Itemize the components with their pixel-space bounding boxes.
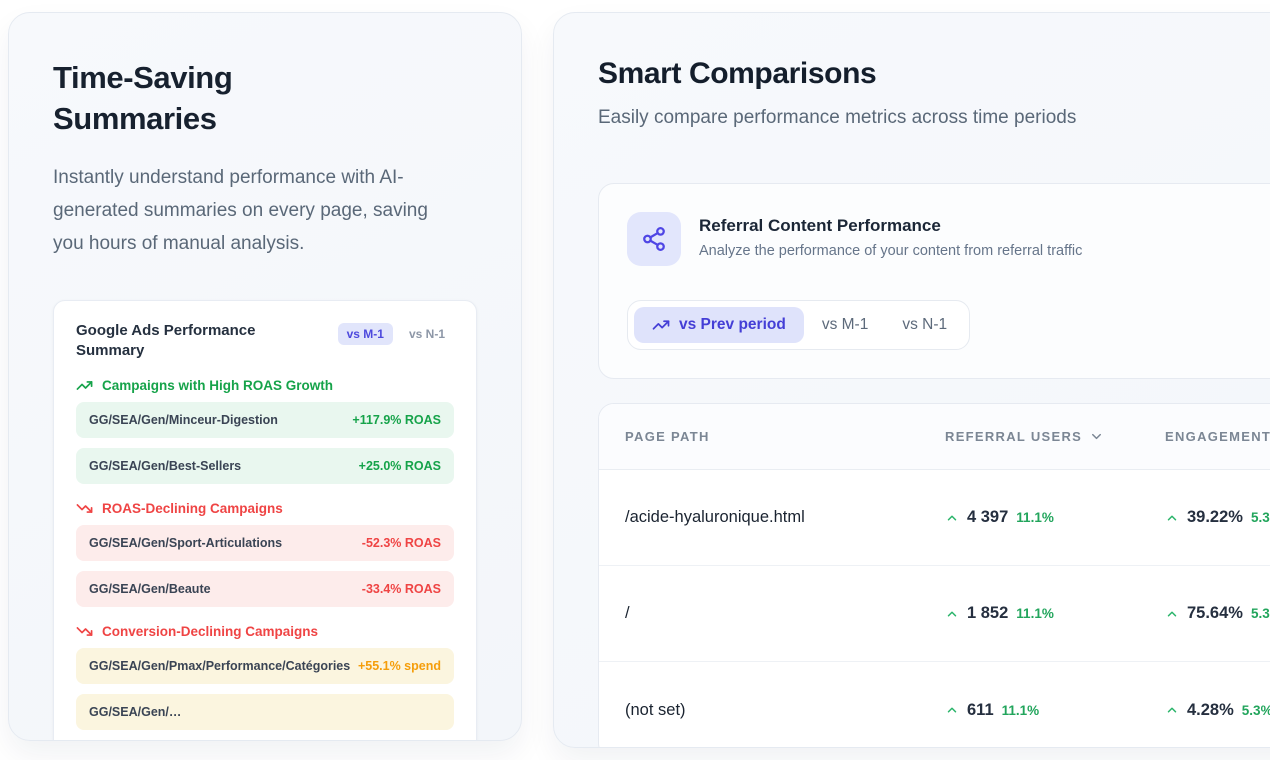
- campaign-metric: +25.0% ROAS: [358, 459, 441, 473]
- trending-up-icon: [76, 381, 93, 390]
- trending-down-icon: [76, 627, 93, 636]
- table-header-row: PAGE PATH REFERRAL USERS ENGAGEMENT: [599, 404, 1270, 470]
- campaign-name: GG/SEA/Gen/Best-Sellers: [89, 459, 242, 473]
- campaign-row: GG/SEA/Gen/Beaute -33.4% ROAS: [76, 571, 454, 607]
- trend-up-caret-icon: [947, 707, 957, 713]
- campaign-name: GG/SEA/Gen/Minceur-Digestion: [89, 413, 278, 427]
- table-row: /acide-hyaluronique.html 4 397 11.1% 39.…: [599, 470, 1270, 566]
- page-path-cell: (not set): [625, 700, 686, 719]
- feature-title-line1: Time-Saving: [53, 60, 233, 95]
- panel-header: Referral Content Performance Analyze the…: [627, 212, 1270, 266]
- feature-title: Time-Saving Summaries: [53, 57, 477, 139]
- feature-title: Smart Comparisons: [598, 57, 877, 90]
- section-header-roas-declining: ROAS-Declining Campaigns: [76, 500, 454, 517]
- widget-header: Google Ads Performance Summary vs M-1 vs…: [76, 321, 454, 361]
- metric-delta: 5.3%: [1250, 606, 1270, 621]
- campaign-metric: +55.1% spend: [357, 659, 441, 673]
- column-header-page-path: PAGE PATH: [625, 429, 710, 444]
- campaign-metric: -33.4% ROAS: [361, 582, 441, 596]
- campaign-name: GG/SEA/Gen/Pmax/Performance/Catégories: [89, 659, 351, 673]
- campaign-metric: -52.3% ROAS: [361, 536, 441, 550]
- metric-delta: 11.1%: [1001, 702, 1040, 718]
- referral-users-cell: 1 852 11.1%: [945, 604, 1165, 623]
- campaign-row: GG/SEA/Gen/Minceur-Digestion +117.9% ROA…: [76, 402, 454, 438]
- table-row: / 1 852 11.1% 75.64% 5.3%: [599, 566, 1270, 662]
- tab-vs-m-1[interactable]: vs M-1: [806, 307, 885, 343]
- metric-delta: 5.3%: [1241, 702, 1270, 718]
- campaign-name: GG/SEA/Gen/Beaute: [89, 582, 211, 596]
- panel-subtitle: Analyze the performance of your content …: [699, 243, 1083, 259]
- metric-value: 75.64%: [1187, 604, 1243, 622]
- feature-title-line2: Summaries: [53, 101, 217, 136]
- column-header-engagement: ENGAGEMENT: [1165, 429, 1270, 444]
- trend-up-caret-icon: [947, 514, 957, 521]
- engagement-cell: 39.22% 5.3%: [1165, 508, 1270, 527]
- section-title: Conversion-Declining Campaigns: [102, 624, 319, 639]
- table-row: (not set) 611 11.1% 4.28% 5.3%: [599, 662, 1270, 747]
- feature-card-smart-comparisons: Smart Comparisons Easily compare perform…: [553, 12, 1270, 748]
- trending-up-icon: [652, 320, 670, 330]
- icon-box: [627, 212, 681, 266]
- metric-delta: 5.3%: [1250, 510, 1270, 525]
- page-path-cell: /acide-hyaluronique.html: [625, 508, 805, 526]
- campaign-row: GG/SEA/Gen/Pmax/Performance/Catégories +…: [76, 648, 454, 684]
- campaign-metric: +117.9% ROAS: [352, 413, 441, 427]
- campaign-row-partially-clipped: GG/SEA/Gen/…: [76, 694, 454, 730]
- panel-titles: Referral Content Performance Analyze the…: [699, 212, 1082, 266]
- column-header-label: REFERRAL USERS: [945, 429, 1083, 444]
- trending-down-icon: [76, 504, 93, 513]
- metric-value: 1 852: [967, 604, 1009, 622]
- trend-up-caret-icon: [1167, 707, 1177, 713]
- metric-value: 611: [967, 700, 994, 719]
- widget-period-tabs: vs M-1 vs N-1: [337, 321, 454, 345]
- campaign-name: GG/SEA/Gen/…: [89, 705, 182, 719]
- referral-users-cell: 611 11.1%: [945, 701, 1165, 720]
- feature-description: Instantly understand performance with AI…: [53, 167, 428, 254]
- referral-users-cell: 4 397 11.1%: [945, 508, 1165, 527]
- section-title: Campaigns with High ROAS Growth: [102, 378, 334, 393]
- campaign-row: GG/SEA/Gen/Best-Sellers +25.0% ROAS: [76, 448, 454, 484]
- referral-content-performance-panel: Referral Content Performance Analyze the…: [598, 183, 1270, 379]
- section-title: ROAS-Declining Campaigns: [102, 501, 283, 516]
- tab-label: vs M-1: [821, 316, 869, 333]
- metric-value: 4.28%: [1187, 700, 1234, 719]
- engagement-cell: 75.64% 5.3%: [1165, 604, 1270, 623]
- period-tab-vs-n-1[interactable]: vs N-1: [408, 327, 445, 341]
- tab-label: vs N-1: [902, 316, 948, 333]
- metric-delta: 11.1%: [1016, 606, 1054, 621]
- tab-label: vs Prev period: [679, 316, 786, 333]
- tab-vs-prev-period[interactable]: vs Prev period: [634, 307, 804, 343]
- panel-title: Referral Content Performance: [699, 216, 941, 235]
- campaign-row: GG/SEA/Gen/Sport-Articulations -52.3% RO…: [76, 525, 454, 561]
- trend-up-caret-icon: [1167, 514, 1177, 521]
- metric-value: 39.22%: [1187, 508, 1243, 526]
- share-network-icon: [643, 227, 665, 251]
- referral-table: PAGE PATH REFERRAL USERS ENGAGEMENT /aci…: [598, 403, 1270, 747]
- section-header-high-roas-growth: Campaigns with High ROAS Growth: [76, 377, 454, 394]
- tab-vs-n-1[interactable]: vs N-1: [886, 307, 963, 343]
- metric-delta: 11.1%: [1016, 510, 1054, 525]
- engagement-cell: 4.28% 5.3%: [1165, 701, 1270, 720]
- column-header-referral-users[interactable]: REFERRAL USERS: [945, 429, 1165, 444]
- campaign-name: GG/SEA/Gen/Sport-Articulations: [89, 536, 283, 550]
- feature-card-time-saving-summaries: Time-Saving Summaries Instantly understa…: [8, 12, 522, 741]
- chevron-down-icon: [1092, 433, 1102, 440]
- section-header-conversion-declining: Conversion-Declining Campaigns: [76, 623, 454, 640]
- period-tab-vs-m-1[interactable]: vs M-1: [337, 323, 393, 345]
- page-path-cell: /: [625, 604, 630, 622]
- metric-value: 4 397: [967, 508, 1009, 526]
- comparison-tab-group: vs Prev period vs M-1 vs N-1: [627, 300, 971, 350]
- feature-subtitle: Easily compare performance metrics acros…: [598, 107, 1077, 128]
- trend-up-caret-icon: [947, 610, 957, 617]
- widget-title: Google Ads Performance Summary: [76, 322, 256, 359]
- google-ads-summary-widget: Google Ads Performance Summary vs M-1 vs…: [53, 300, 477, 740]
- trend-up-caret-icon: [1167, 610, 1177, 617]
